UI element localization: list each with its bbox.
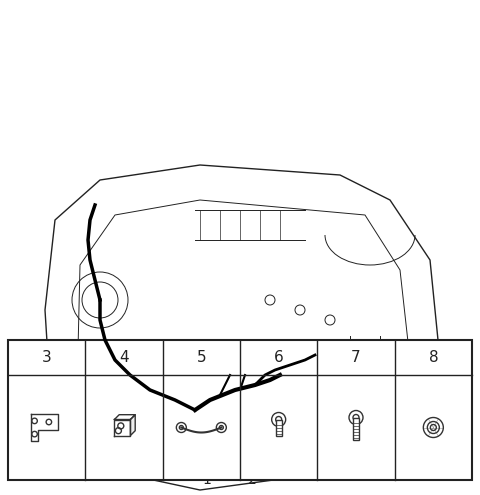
FancyBboxPatch shape [276, 419, 282, 436]
Polygon shape [114, 419, 131, 436]
Polygon shape [114, 415, 135, 419]
Text: 5: 5 [196, 349, 206, 364]
Text: 7: 7 [351, 349, 361, 364]
FancyBboxPatch shape [8, 340, 472, 480]
FancyBboxPatch shape [340, 342, 395, 380]
Polygon shape [31, 414, 58, 441]
Text: 1: 1 [203, 473, 211, 487]
FancyBboxPatch shape [165, 355, 325, 420]
FancyBboxPatch shape [353, 417, 359, 440]
Text: 2: 2 [248, 473, 256, 487]
Text: 4: 4 [119, 349, 129, 364]
Polygon shape [131, 415, 135, 436]
Text: 3: 3 [42, 349, 51, 364]
Text: 8: 8 [429, 349, 438, 364]
Text: 6: 6 [274, 349, 284, 364]
